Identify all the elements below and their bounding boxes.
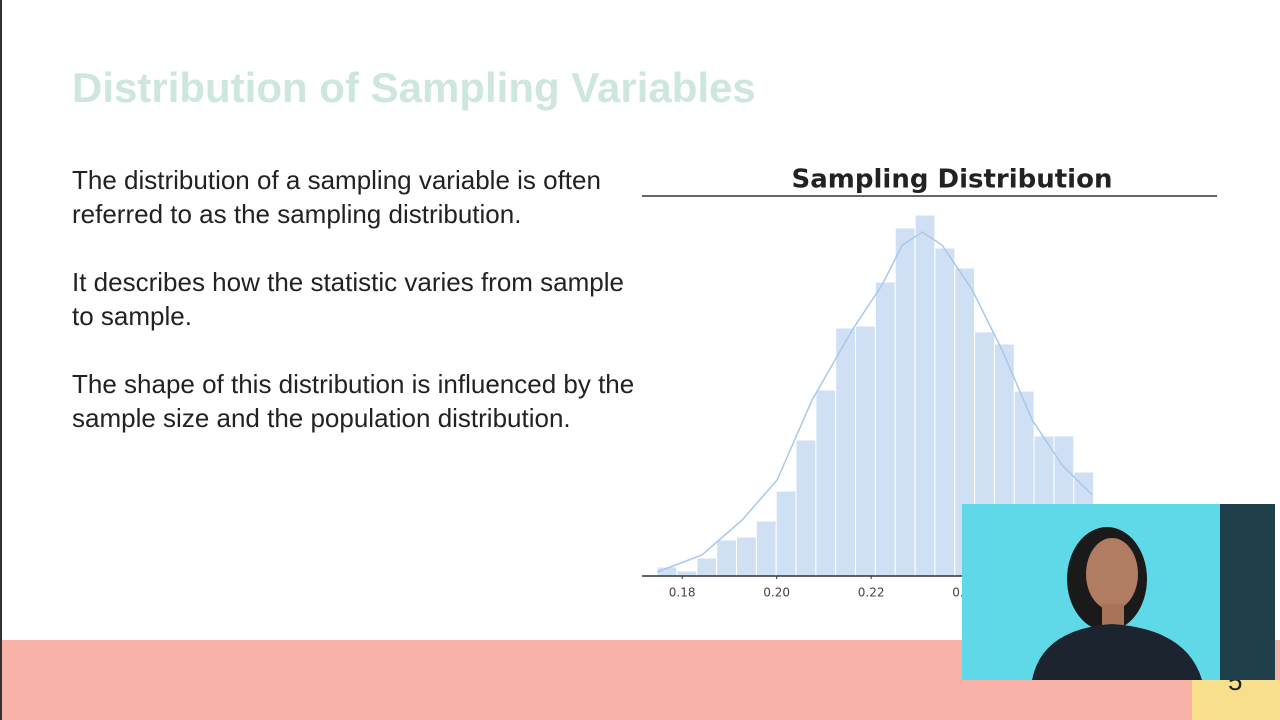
webcam-overlay (962, 504, 1275, 680)
x-tick-label: 0.18 (669, 586, 696, 600)
bar (894, 227, 916, 577)
slide-body: The distribution of a sampling variable … (72, 163, 640, 469)
bar (716, 539, 737, 577)
bar (755, 520, 777, 577)
paragraph: The shape of this distribution is influe… (72, 369, 635, 433)
bar (934, 247, 956, 577)
bar (735, 536, 757, 577)
bar (835, 327, 857, 577)
x-tick-label: 0.22 (858, 586, 885, 600)
corner-block (1192, 680, 1280, 720)
bar (874, 281, 896, 577)
chart-title: Sampling Distribution (792, 165, 1113, 195)
bar (696, 557, 718, 577)
bar (775, 490, 797, 577)
paragraph: The distribution of a sampling variable … (72, 165, 601, 229)
bar (855, 325, 876, 577)
paragraph: It describes how the statistic varies fr… (72, 267, 624, 331)
bar (815, 389, 837, 577)
slide-title: Distribution of Sampling Variables (72, 64, 756, 111)
kde-line (656, 231, 1093, 573)
bar (795, 439, 817, 577)
x-tick-label: 0.20 (763, 586, 790, 600)
bar (914, 214, 936, 577)
